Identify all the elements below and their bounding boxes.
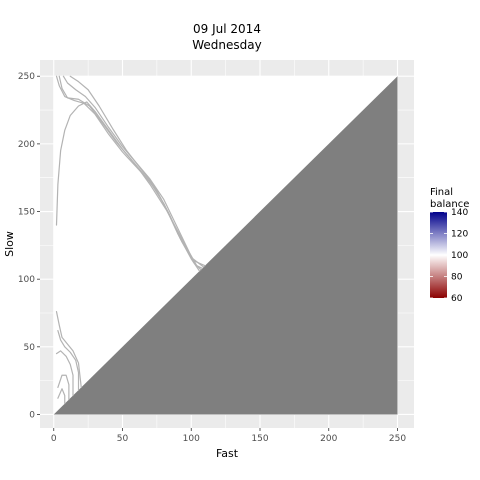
legend-tick-label: 140 xyxy=(451,208,468,218)
contour-line-lower-level-1 xyxy=(55,311,82,389)
legend-title-line-1: Final xyxy=(430,187,453,198)
contour-layer xyxy=(55,75,206,405)
y-tick-label: 150 xyxy=(18,208,35,218)
data-region-layer xyxy=(53,76,398,415)
y-tick-label: 100 xyxy=(18,275,35,285)
legend-tick-label: 100 xyxy=(451,251,468,261)
legend-tick-label: 60 xyxy=(451,294,463,304)
masked-region xyxy=(53,76,398,415)
x-tick-label: 150 xyxy=(251,434,268,444)
chart-subtitle: Wednesday xyxy=(192,38,261,52)
contour-line-lower-level-4 xyxy=(57,374,70,401)
y-tick-label: 200 xyxy=(18,140,35,150)
x-tick-label: 50 xyxy=(117,434,129,444)
x-tick-label: 250 xyxy=(389,434,406,444)
y-axis-title: Slow xyxy=(3,231,16,257)
legend-tick-label: 120 xyxy=(451,230,468,240)
chart-title: 09 Jul 2014 xyxy=(193,22,261,36)
x-axis: 0 50 100 150 200 250 xyxy=(51,428,406,444)
x-tick-label: 200 xyxy=(320,434,337,444)
y-tick-label: 0 xyxy=(29,410,35,420)
y-tick-label: 250 xyxy=(18,72,35,82)
y-axis: 0 50 100 150 200 250 xyxy=(18,72,40,420)
x-tick-label: 0 xyxy=(51,434,57,444)
legend: Final balance 60 80 100 120 140 xyxy=(430,187,469,304)
legend-title-line-2: balance xyxy=(430,199,469,210)
contour-line-lower-level-2 xyxy=(57,329,80,391)
legend-tick-label: 80 xyxy=(451,273,463,283)
contour-line-upper-level-5 xyxy=(55,101,206,267)
contour-line-upper-level-4 xyxy=(69,75,205,268)
legend-ticks: 60 80 100 120 140 xyxy=(430,208,468,304)
x-axis-title: Fast xyxy=(216,447,239,460)
contour-line-lower-level-3 xyxy=(55,350,74,397)
y-tick-label: 50 xyxy=(24,343,36,353)
legend-colorbar xyxy=(430,212,447,298)
x-tick-label: 100 xyxy=(183,434,200,444)
contour-line-lower-level-5 xyxy=(57,388,66,405)
